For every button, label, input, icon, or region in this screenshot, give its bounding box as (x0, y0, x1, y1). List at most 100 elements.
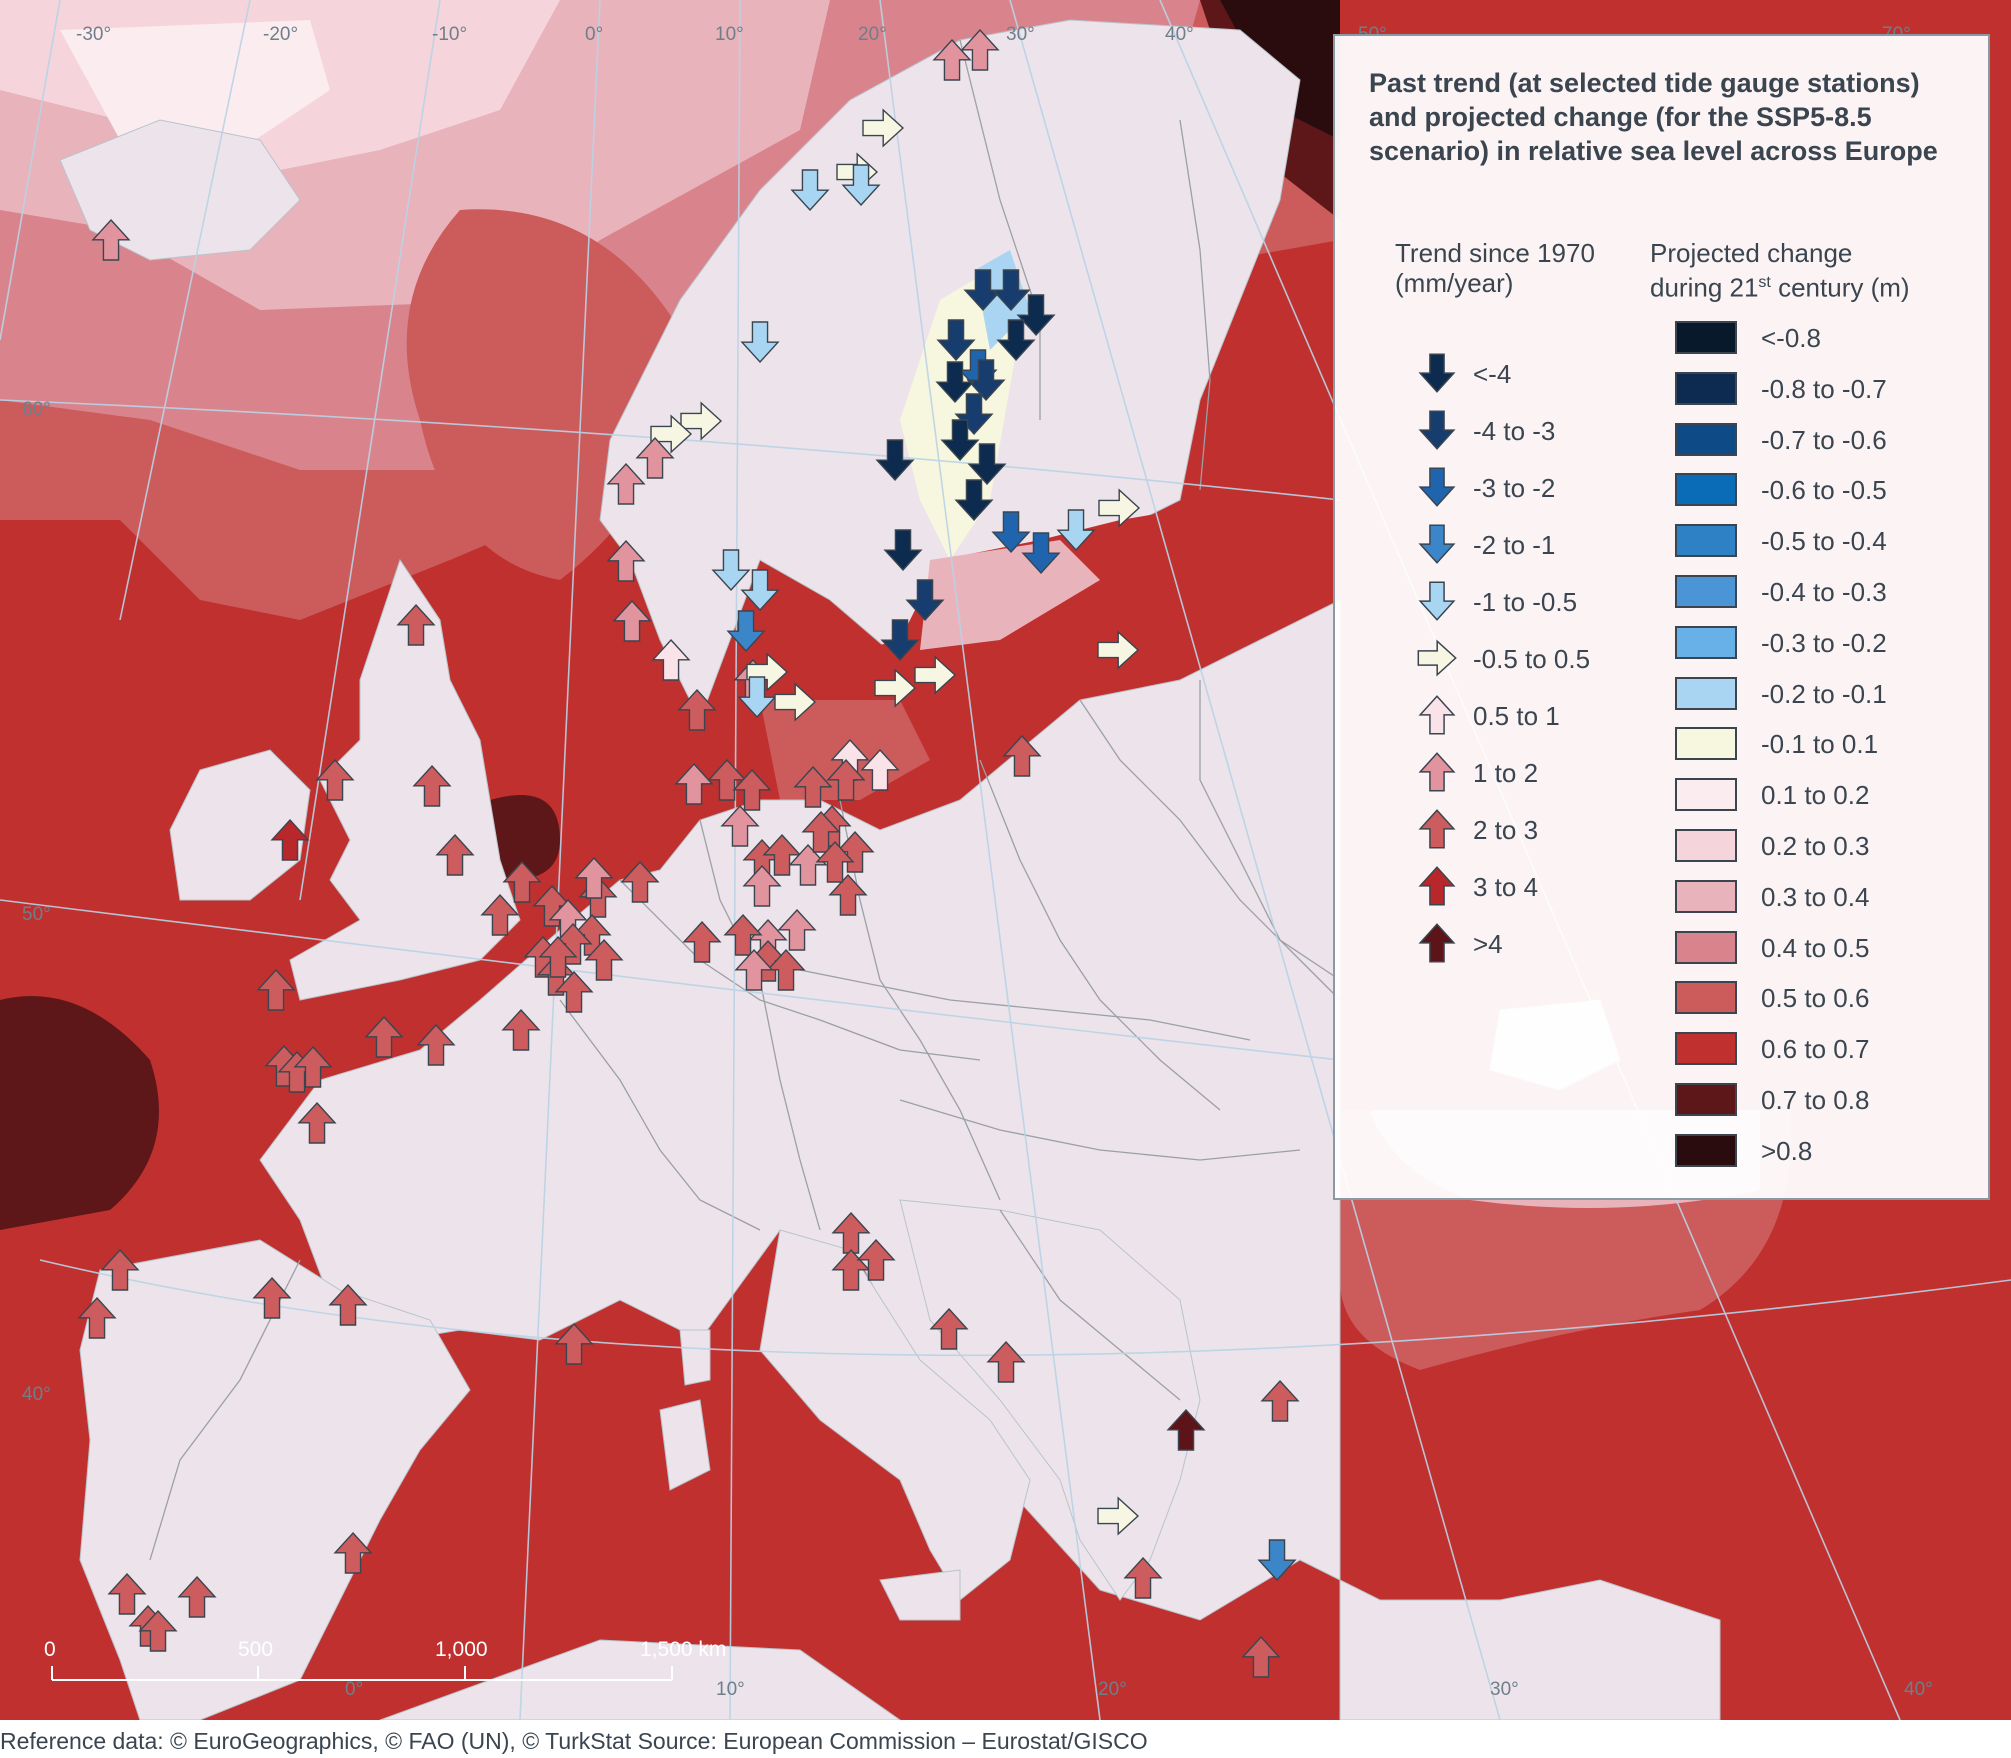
tide-gauge-arrow (680, 401, 723, 441)
tide-gauge-arrow (936, 319, 976, 362)
tide-gauge-arrow (315, 758, 355, 801)
lat-label: 40° (22, 1384, 51, 1405)
legend-swatch (1675, 422, 1737, 456)
tide-gauge-arrow (650, 414, 693, 454)
change-legend-item: -0.4 to -0.3 (1675, 573, 1965, 613)
trend-legend-item: 1 to 2 (1415, 750, 1675, 796)
tide-gauge-arrow (620, 860, 660, 903)
tide-gauge-arrow (91, 218, 131, 261)
great-britain (289, 558, 521, 1001)
change-legend-label: -0.5 to -0.4 (1761, 526, 1887, 557)
change-legend-item: 0.3 to 0.4 (1675, 878, 1965, 918)
tide-gauge-arrow (635, 436, 675, 479)
credit-text: Reference data: © EuroGeographics, © FAO… (0, 1728, 1148, 1754)
legend-swatch (1675, 1032, 1737, 1066)
change-legend-label: -0.1 to 0.1 (1761, 729, 1879, 760)
tide-gauge-arrow (815, 840, 855, 883)
change-legend-item: 0.7 to 0.8 (1675, 1081, 1965, 1121)
tide-gauge-arrow (364, 1015, 404, 1058)
tide-gauge-arrow (828, 873, 868, 916)
arrow-right-icon (1417, 639, 1457, 677)
italy (759, 1229, 1031, 1601)
arrow-down-icon (1418, 467, 1456, 507)
tide-gauge-arrow (1098, 488, 1141, 528)
trend-legend-label: -3 to -2 (1473, 473, 1556, 503)
lon-label: -10° (432, 24, 467, 45)
tide-gauge-arrow (914, 655, 957, 695)
tide-gauge-arrow (774, 682, 817, 722)
tide-gauge-arrow (396, 603, 436, 646)
lon-label: 10° (715, 24, 744, 45)
arrow-down-icon (1418, 410, 1456, 450)
trend-heading: Trend since 1970 (mm/year) (1395, 238, 1635, 298)
tide-gauge-arrow (480, 893, 520, 936)
trend-legend-item: -2 to -1 (1415, 522, 1675, 568)
legend-panel: Past trend (at selected tide gauge stati… (1333, 34, 1990, 1200)
tide-gauge-arrow (416, 1023, 456, 1066)
tide-gauge-arrow (723, 913, 763, 956)
tide-gauge-arrow (740, 321, 780, 364)
tide-gauge-arrow (734, 948, 774, 991)
legend-swatch (1675, 524, 1737, 558)
tide-gauge-arrow (905, 579, 945, 622)
tide-gauge-arrow (1097, 630, 1140, 670)
tide-gauge-arrow (960, 28, 1000, 71)
ireland (169, 749, 311, 901)
tide-gauge-arrow (554, 970, 594, 1013)
tide-gauge-arrow (1021, 532, 1061, 575)
tide-gauge-arrow (986, 1340, 1026, 1383)
tide-gauge-arrow (177, 1575, 217, 1618)
change-legend-label: 0.3 to 0.4 (1761, 881, 1870, 912)
arrow-up-icon (1418, 752, 1456, 792)
tide-gauge-arrow (875, 439, 915, 482)
legend-swatch (1675, 575, 1737, 608)
tide-gauge-arrow (742, 864, 782, 907)
arrow-down-icon (1418, 581, 1456, 621)
tide-gauge-arrow (270, 818, 310, 861)
tide-gauge-arrow (883, 529, 923, 572)
lon-label: 20° (858, 24, 887, 45)
trend-legend-item: -4 to -3 (1415, 408, 1675, 454)
scale-label: 1,000 (435, 1638, 488, 1661)
lon-label: 30° (1006, 24, 1035, 45)
change-legend-label: 0.1 to 0.2 (1761, 780, 1870, 811)
tide-gauge-arrow (940, 419, 980, 462)
lon-label: 10° (716, 1679, 745, 1700)
trend-legend-label: -2 to -1 (1473, 530, 1556, 560)
change-heading-unit: during 21st century (m) (1650, 272, 1910, 303)
trend-legend-label: 3 to 4 (1473, 872, 1539, 902)
change-legend-label: 0.2 to 0.3 (1761, 831, 1870, 861)
tide-gauge-arrow (737, 676, 777, 719)
map: -30° -20° -10° 0° 10° 20° 30° 40° 50° 70… (0, 0, 2011, 1720)
tide-gauge-arrow (1097, 1496, 1140, 1536)
change-legend-label: -0.6 to -0.5 (1761, 475, 1887, 506)
change-legend-item: <-0.8 (1675, 319, 1965, 359)
tide-gauge-arrow (333, 1531, 373, 1574)
trend-legend-item: <-4 (1415, 351, 1675, 397)
change-legend-label: 0.5 to 0.6 (1761, 983, 1870, 1014)
trend-legend-label: 2 to 3 (1473, 815, 1539, 845)
arrow-down-icon (1418, 524, 1456, 564)
legend-swatch (1675, 1133, 1737, 1167)
lat-label: 50° (22, 904, 51, 925)
change-legend-label: -0.2 to -0.1 (1761, 678, 1887, 709)
arrow-up-icon (1418, 923, 1456, 963)
change-heading: Projected change during 21st century (m) (1650, 238, 1980, 303)
legend-swatch (1675, 371, 1737, 405)
change-legend-item: -0.2 to -0.1 (1675, 675, 1965, 715)
arrow-up-icon (1418, 866, 1456, 906)
change-legend-label: 0.7 to 0.8 (1761, 1085, 1870, 1115)
lon-label: 20° (1098, 1679, 1127, 1700)
tide-gauge-arrow (256, 968, 296, 1011)
legend-swatch (1675, 930, 1737, 964)
tide-gauge-arrow (1123, 1556, 1163, 1599)
borders (149, 39, 1341, 1561)
change-legend-item: -0.5 to -0.4 (1675, 522, 1965, 562)
change-legend-item: -0.3 to -0.2 (1675, 624, 1965, 664)
tide-gauge-arrow (880, 619, 920, 662)
change-legend-item: -0.8 to -0.7 (1675, 370, 1965, 410)
lon-label: 40° (1904, 1679, 1933, 1700)
change-legend-label: -0.7 to -0.6 (1761, 424, 1887, 455)
tide-gauge-arrow (935, 361, 975, 404)
change-legend-label: <-0.8 (1761, 323, 1821, 353)
